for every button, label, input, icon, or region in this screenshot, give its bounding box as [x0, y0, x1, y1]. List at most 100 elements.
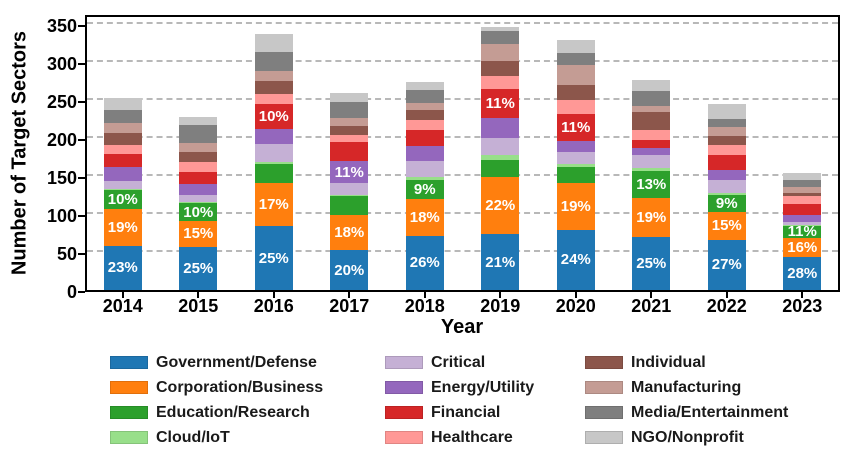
bar-2019: 21% 22% 11% [481, 26, 520, 290]
bar-segment [179, 172, 218, 185]
legend-item: Individual [585, 350, 706, 375]
bar-segment [405, 109, 444, 120]
segment-percent-label: 28% [787, 265, 818, 283]
bar-segment [632, 167, 671, 171]
x-tick-label: 2023 [782, 296, 823, 316]
bar-segment: 19% [632, 197, 671, 238]
y-tick-label: 100 [46, 205, 77, 226]
legend-swatch [385, 381, 423, 394]
legend-item: Financial [385, 400, 500, 425]
bar-2021: 25% 19% 13% [632, 80, 671, 290]
bar-segment [179, 143, 218, 153]
segment-percent-label: 15% [183, 225, 214, 243]
bar-segment [405, 119, 444, 131]
legend-label: Media/Entertainment [631, 403, 789, 421]
legend-label: Education/Research [156, 403, 310, 421]
x-tick-label: 2014 [102, 296, 143, 316]
segment-percent-label: 20% [334, 261, 365, 279]
segment-percent-label: 25% [636, 255, 667, 273]
bar-segment [556, 151, 595, 164]
legend-item: Corporation/Business [110, 375, 323, 400]
x-tick-label: 2021 [631, 296, 672, 316]
bar-segment [481, 137, 520, 155]
bar-segment: 21% [481, 234, 520, 290]
segment-percent-label: 10% [107, 191, 138, 209]
bar-segment [103, 166, 142, 182]
bar-segment [330, 194, 369, 197]
bar-2015: 25% 15% 10% [179, 117, 218, 290]
x-tick-label: 2016 [253, 296, 294, 316]
bar-segment: 22% [481, 176, 520, 235]
bar-2016: 25% 17% 10% [254, 34, 293, 290]
bar-segment [556, 52, 595, 65]
bar-segment [632, 140, 671, 148]
bar-segment [179, 184, 218, 195]
bar-segment: 18% [330, 214, 369, 251]
segment-percent-label: 26% [409, 254, 440, 272]
bar-segment [707, 118, 746, 128]
segment-percent-label: 18% [334, 224, 365, 242]
bar-segment [556, 166, 595, 183]
legend-swatch [585, 431, 623, 444]
y-axis-title: Number of Target Sectors [8, 30, 31, 276]
x-tick-mark [197, 292, 200, 298]
legend-item: Government/Defense [110, 350, 317, 375]
x-tick-mark [650, 292, 653, 298]
bar-segment [103, 123, 142, 134]
bar-segment [481, 159, 520, 177]
segment-percent-label: 11% [787, 223, 817, 241]
bar-segment [103, 98, 142, 110]
bar-segment: 19% [556, 182, 595, 230]
bar-segment [254, 93, 293, 104]
segment-percent-label: 19% [560, 197, 591, 215]
bar-segment [783, 192, 822, 196]
segment-percent-label: 25% [258, 249, 289, 267]
bar-segment [632, 91, 671, 106]
bar-segment [481, 26, 520, 32]
bar-segment [783, 172, 822, 180]
bar-segment: 10% [179, 203, 218, 221]
legend-item: Manufacturing [585, 375, 741, 400]
bar-segment: 9% [405, 179, 444, 199]
bar-segment [179, 162, 218, 173]
x-tick-mark [499, 292, 502, 298]
bar-segment [254, 143, 293, 163]
x-tick-label: 2022 [706, 296, 747, 316]
legend-item: NGO/Nonprofit [585, 425, 744, 450]
bar-segment [783, 224, 822, 226]
bar-2014: 23% 19% 10% [103, 98, 142, 290]
bar-segment [632, 130, 671, 141]
bar-segment [254, 164, 293, 183]
x-tick-mark [348, 292, 351, 298]
legend-label: Critical [431, 353, 486, 371]
bar-segment [405, 176, 444, 180]
bar-segment [330, 134, 369, 142]
bar-segment: 17% [254, 182, 293, 227]
y-tick-label: 250 [46, 91, 77, 112]
gridline [87, 173, 838, 176]
bar-segment: 13% [632, 170, 671, 198]
bar-segment [254, 70, 293, 81]
bar-segment [330, 92, 369, 103]
bar-segment [632, 154, 671, 168]
bar-segment [632, 147, 671, 155]
legend-swatch [110, 356, 148, 369]
bar-segment [103, 144, 142, 154]
legend-item: Cloud/IoT [110, 425, 230, 450]
y-tick-mark [78, 62, 85, 65]
bar-segment [783, 179, 822, 187]
bar-segment: 11% [783, 223, 822, 241]
bar-segment [254, 34, 293, 52]
legend-swatch [385, 431, 423, 444]
bar-segment [179, 201, 218, 204]
bar-segment: 25% [254, 226, 293, 290]
bar-segment [330, 125, 369, 135]
segment-percent-label: 9% [715, 194, 738, 212]
bar-segment [556, 64, 595, 85]
legend-label: Financial [431, 403, 501, 421]
bar-segment: 23% [103, 245, 142, 290]
legend-label: Cloud/IoT [156, 428, 230, 446]
bar-segment [103, 181, 142, 189]
bar-segment [707, 127, 746, 137]
x-tick-mark [725, 292, 728, 298]
